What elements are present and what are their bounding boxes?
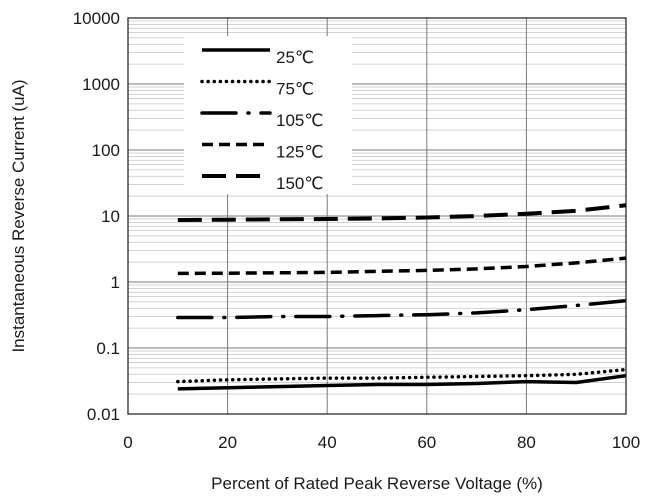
x-tick-label: 100 xyxy=(612,433,640,452)
x-tick-label: 60 xyxy=(417,433,436,452)
x-tick-label: 80 xyxy=(517,433,536,452)
series-line-2 xyxy=(176,298,628,320)
plot-frame xyxy=(127,17,627,415)
legend-label-2: 105℃ xyxy=(276,111,323,130)
y-tick-label: 1 xyxy=(111,273,120,292)
y-tick-label: 0.01 xyxy=(87,405,120,424)
series-line-4 xyxy=(177,203,627,222)
x-tick-label: 20 xyxy=(218,433,237,452)
y-axis-title: Instantaneous Reverse Current (uA) xyxy=(9,79,28,352)
x-tick-label: 40 xyxy=(318,433,337,452)
legend-label-0: 25℃ xyxy=(276,48,314,67)
series-line-1 xyxy=(176,367,628,384)
series-lines xyxy=(176,203,628,391)
y-tick-label: 10 xyxy=(101,207,120,226)
y-tick-label: 1000 xyxy=(82,75,120,94)
series-line-0 xyxy=(177,373,627,391)
series-line-3 xyxy=(177,256,627,276)
y-tick-label: 10000 xyxy=(73,9,120,28)
legend-label-1: 75℃ xyxy=(276,80,314,99)
x-axis-title: Percent of Rated Peak Reverse Voltage (%… xyxy=(211,474,543,493)
legend-box xyxy=(184,36,352,194)
legend: 25℃ 75℃ 105℃ 125℃ 150℃ xyxy=(184,36,352,194)
legend-label-4: 150℃ xyxy=(276,174,323,193)
legend-label-3: 125℃ xyxy=(276,143,323,162)
y-tick-label: 0.1 xyxy=(96,339,120,358)
x-axis-ticks: 0 20 40 60 80 100 xyxy=(123,433,640,452)
y-axis-ticks: 0.01 0.1 1 10 100 1000 10000 xyxy=(73,9,120,424)
x-tick-label: 0 xyxy=(123,433,132,452)
y-tick-label: 100 xyxy=(92,141,120,160)
